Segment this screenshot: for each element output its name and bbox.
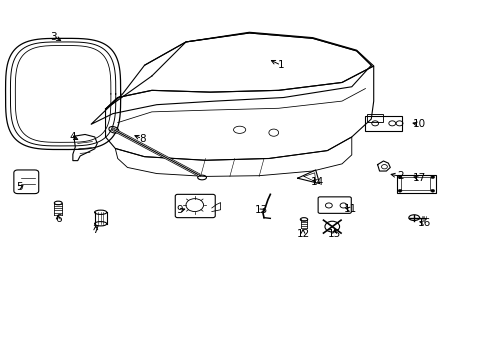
- Circle shape: [430, 176, 434, 179]
- Text: 2: 2: [396, 171, 403, 181]
- Circle shape: [397, 176, 401, 179]
- Text: 5: 5: [16, 182, 22, 192]
- Text: 17: 17: [411, 173, 425, 183]
- Text: 15: 15: [327, 229, 341, 239]
- Text: 11: 11: [344, 204, 357, 215]
- Text: 8: 8: [139, 134, 145, 144]
- Text: 14: 14: [310, 177, 324, 187]
- Circle shape: [430, 189, 434, 192]
- Text: 7: 7: [92, 225, 99, 235]
- Text: 3: 3: [50, 32, 57, 41]
- Text: 6: 6: [55, 215, 61, 224]
- Text: 16: 16: [417, 218, 430, 228]
- Text: 9: 9: [177, 206, 183, 216]
- Text: 4: 4: [69, 132, 76, 142]
- Circle shape: [397, 189, 401, 192]
- Text: 12: 12: [296, 229, 309, 239]
- Text: 10: 10: [412, 120, 425, 129]
- Text: 1: 1: [277, 60, 284, 70]
- Text: 13: 13: [254, 206, 267, 216]
